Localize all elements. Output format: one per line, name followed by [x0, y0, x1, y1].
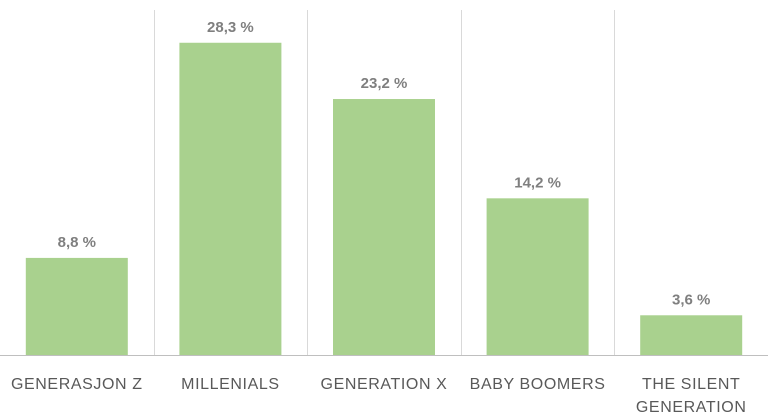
category-tick-label-line: GENERATION: [636, 399, 747, 416]
category-tick-label: BABY BOOMERS: [470, 376, 606, 393]
bars-group: [25, 42, 743, 356]
category-separators: [154, 10, 615, 355]
bar: [25, 257, 128, 355]
category-tick-label: GENERATION X: [321, 376, 448, 393]
value-labels-group: 8,8 % 28,3 % 23,2 % 14,2 % 3,6 %: [58, 19, 711, 309]
category-tick-label-line: GENERASJON Z: [11, 376, 143, 393]
bar: [486, 198, 589, 355]
data-label: 28,3 %: [207, 19, 254, 36]
bar: [333, 99, 435, 355]
data-label: 3,6 %: [672, 291, 710, 308]
category-tick-label: THE SILENT GENERATION: [636, 376, 747, 416]
bar: [640, 315, 743, 355]
data-label: 14,2 %: [514, 174, 561, 191]
category-tick-label: GENERASJON Z: [11, 376, 143, 393]
category-tick-label-line: GENERATION X: [321, 376, 448, 393]
data-label: 23,2 %: [361, 75, 408, 92]
category-tick-label-line: MILLENIALS: [181, 376, 279, 393]
bar: [179, 42, 282, 356]
data-label: 8,8 %: [58, 234, 96, 251]
category-tick-label-line: THE SILENT: [642, 376, 740, 393]
category-labels-group: GENERASJON Z MILLENIALS GENERATION X BABY B…: [11, 376, 747, 416]
category-tick-label: MILLENIALS: [181, 376, 279, 393]
category-tick-label-line: BABY BOOMERS: [470, 376, 606, 393]
